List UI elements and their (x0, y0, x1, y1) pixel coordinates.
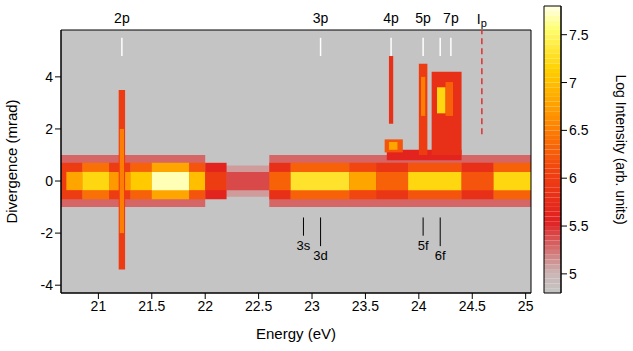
svg-text:6f: 6f (435, 248, 446, 263)
svg-text:23: 23 (304, 298, 320, 314)
svg-text:Ip: Ip (477, 11, 487, 29)
svg-text:3s: 3s (297, 238, 311, 253)
svg-text:4: 4 (45, 69, 53, 85)
svg-text:2p: 2p (114, 10, 130, 26)
svg-text:21.5: 21.5 (138, 298, 165, 314)
svg-text:22: 22 (197, 298, 213, 314)
svg-text:2: 2 (45, 121, 53, 137)
svg-text:21: 21 (91, 298, 107, 314)
svg-text:-4: -4 (41, 277, 54, 293)
svg-text:3p: 3p (313, 10, 329, 26)
svg-text:7: 7 (569, 75, 577, 91)
svg-text:Divergence (mrad): Divergence (mrad) (3, 99, 20, 223)
svg-text:7p: 7p (443, 10, 459, 26)
svg-text:22.5: 22.5 (245, 298, 272, 314)
svg-text:5: 5 (569, 266, 577, 282)
svg-text:5.5: 5.5 (569, 218, 589, 234)
svg-text:25: 25 (518, 298, 534, 314)
svg-text:24.5: 24.5 (459, 298, 486, 314)
svg-text:7.5: 7.5 (569, 27, 589, 43)
svg-text:3d: 3d (313, 248, 327, 263)
svg-text:Energy (eV): Energy (eV) (256, 325, 336, 342)
svg-text:6.5: 6.5 (569, 122, 589, 138)
svg-text:24: 24 (411, 298, 427, 314)
svg-text:5p: 5p (415, 10, 431, 26)
svg-text:0: 0 (45, 173, 53, 189)
svg-text:Log Intensity (arb. units): Log Intensity (arb. units) (613, 74, 629, 224)
svg-text:23.5: 23.5 (352, 298, 379, 314)
svg-text:5f: 5f (418, 238, 429, 253)
svg-text:4p: 4p (383, 10, 399, 26)
svg-text:-2: -2 (41, 225, 54, 241)
svg-text:6: 6 (569, 170, 577, 186)
